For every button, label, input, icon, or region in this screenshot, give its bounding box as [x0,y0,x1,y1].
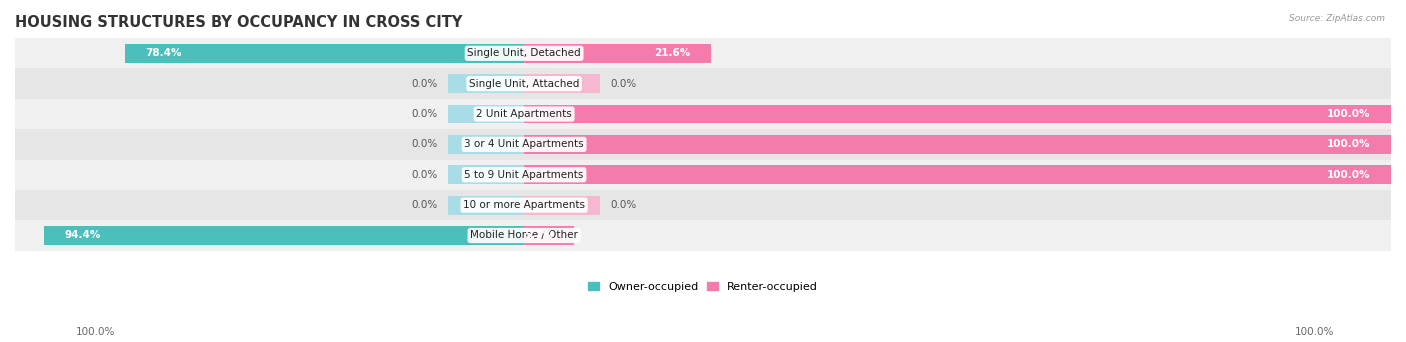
Text: 94.4%: 94.4% [65,231,100,240]
Text: 100.0%: 100.0% [1327,140,1371,149]
Text: 0.0%: 0.0% [610,79,637,89]
Bar [449,74,524,93]
Text: 0.0%: 0.0% [411,170,437,180]
Text: 5.7%: 5.7% [524,231,553,240]
Text: 100.0%: 100.0% [1295,327,1334,337]
Bar [15,129,1391,160]
Bar [449,196,524,214]
Text: HOUSING STRUCTURES BY OCCUPANCY IN CROSS CITY: HOUSING STRUCTURES BY OCCUPANCY IN CROSS… [15,15,463,30]
Text: 2 Unit Apartments: 2 Unit Apartments [477,109,572,119]
Text: 78.4%: 78.4% [146,48,183,58]
Text: 0.0%: 0.0% [411,79,437,89]
Bar [524,74,600,93]
Text: 100.0%: 100.0% [1327,109,1371,119]
Bar [449,105,524,123]
Text: 100.0%: 100.0% [1327,170,1371,180]
Bar [125,44,524,63]
Bar [15,190,1391,220]
Text: 0.0%: 0.0% [411,200,437,210]
Text: Single Unit, Attached: Single Unit, Attached [470,79,579,89]
Bar [524,105,1391,123]
Text: 21.6%: 21.6% [654,48,690,58]
Bar [524,165,1391,184]
Bar [524,196,600,214]
Text: Single Unit, Detached: Single Unit, Detached [467,48,581,58]
Text: 0.0%: 0.0% [610,200,637,210]
Text: Mobile Home / Other: Mobile Home / Other [470,231,578,240]
Legend: Owner-occupied, Renter-occupied: Owner-occupied, Renter-occupied [588,282,818,292]
Text: 10 or more Apartments: 10 or more Apartments [463,200,585,210]
Bar [15,99,1391,129]
Bar [15,38,1391,68]
Bar [15,68,1391,99]
Bar [524,44,711,63]
Bar [449,135,524,154]
Text: 3 or 4 Unit Apartments: 3 or 4 Unit Apartments [464,140,583,149]
Bar [449,165,524,184]
Bar [15,220,1391,251]
Text: 100.0%: 100.0% [76,327,115,337]
Bar [44,226,524,245]
Text: 0.0%: 0.0% [411,140,437,149]
Bar [524,135,1391,154]
Bar [15,160,1391,190]
Bar [524,226,574,245]
Text: 0.0%: 0.0% [411,109,437,119]
Text: Source: ZipAtlas.com: Source: ZipAtlas.com [1289,14,1385,23]
Text: 5 to 9 Unit Apartments: 5 to 9 Unit Apartments [464,170,583,180]
